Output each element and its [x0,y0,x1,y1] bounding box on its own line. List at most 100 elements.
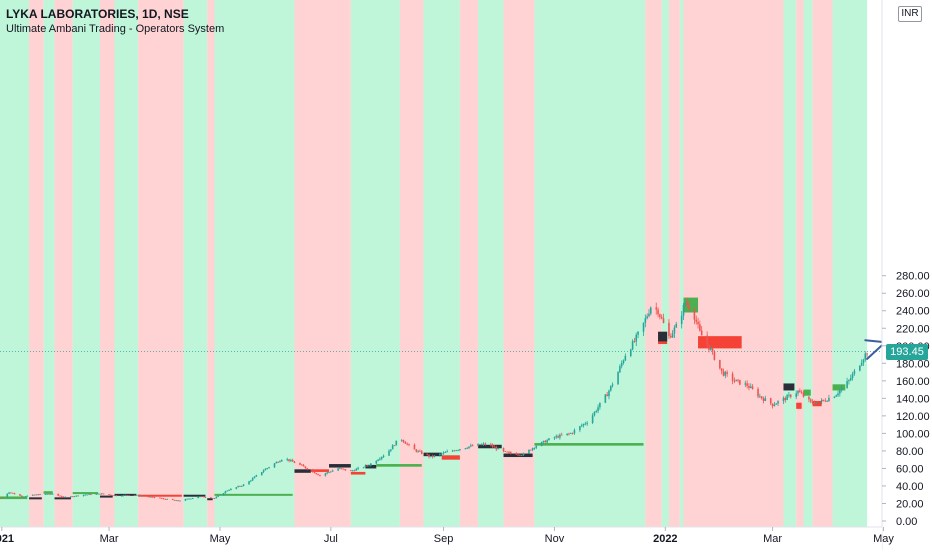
zone-bullish [783,0,797,527]
candle-body [191,498,194,499]
candle-body [226,490,229,492]
candle-body [497,447,499,450]
candle-body [355,468,358,471]
candle-body [506,451,508,453]
candle-body [559,434,561,438]
candle-body [337,468,339,471]
signal-box [183,494,206,497]
candle-body [824,400,827,402]
candle-body [304,466,307,469]
candle-body [380,456,383,459]
candle-body [362,467,365,469]
candle-body [288,459,290,461]
zone-bullish [478,0,504,527]
candle-body [100,493,103,495]
candle-body [530,449,532,451]
candle-body [522,453,525,456]
candle-body [862,359,865,363]
candle-body [77,495,79,497]
candle-body [569,433,572,434]
candle-body [391,445,394,450]
candle-body [606,394,608,397]
candle-body [151,496,154,498]
candle-body [302,464,305,467]
candle-body [439,453,441,456]
candle-body [277,462,279,463]
candle-body [140,495,143,497]
candle-body [491,444,494,447]
candle-body [61,496,63,497]
candle-body [649,307,652,314]
candle-body [731,373,734,381]
candle-body [235,487,238,489]
candle-body [122,495,125,496]
candle-body [744,383,747,385]
candle-body [580,425,583,427]
candle-body [291,460,294,462]
candle-body [695,319,698,322]
candle-body [120,495,123,497]
candle-body [582,423,585,426]
candle-body [471,445,474,447]
candle-body [739,379,741,385]
candle-body [253,476,256,479]
y-tick-label: 100.00 [896,428,930,440]
candle-body [351,470,354,472]
candle-body [760,396,763,399]
candle-body [200,496,203,498]
y-tick-label: 280.00 [896,271,930,283]
candle-body [84,494,87,496]
candle-body [175,500,178,502]
candle-body [442,452,445,454]
candle-body [624,355,627,361]
candle-body [264,468,267,471]
candle-body [820,399,823,403]
candle-body [848,380,850,382]
candle-body [166,498,169,500]
candle-body [395,440,398,446]
candle-body [586,422,588,424]
candle-body [164,498,167,500]
candle-body [686,302,688,305]
chart-title: LYKA LABORATORIES, 1D, NSE [6,7,189,21]
candle-body [293,461,296,464]
candle-body [479,444,481,445]
candle-body [833,396,836,398]
candle-body [184,499,187,501]
signal-box [832,384,846,391]
candle-body [659,314,661,317]
candle-body [86,494,89,496]
x-tick-label: May [210,533,231,545]
candle-body [286,459,289,460]
candle-body [400,440,403,441]
y-tick-label: 120.00 [896,411,930,423]
candle-body [797,390,799,394]
candle-body [364,465,367,468]
candle-body [188,498,190,500]
candle-body [319,475,321,476]
candle-body [540,442,543,447]
candles [1,297,868,502]
zone-bullish [350,0,400,527]
candle-body [260,472,263,476]
candle-body [557,436,559,438]
candle-body [799,390,801,393]
candle-body [408,444,410,445]
candle-body [697,321,699,325]
candle-body [853,370,856,374]
zone-bullish [423,0,460,527]
currency-label[interactable]: INR [898,6,922,22]
candle-body [250,480,252,482]
candle-body [431,456,434,457]
candle-body [800,392,803,394]
candle-body [160,498,163,500]
candle-body [1,497,3,499]
candle-body [215,496,218,499]
candle-body [722,371,725,376]
zone-bullish [0,0,30,527]
candle-body [222,493,225,496]
candle-body [368,465,370,467]
candle-body [859,365,861,371]
